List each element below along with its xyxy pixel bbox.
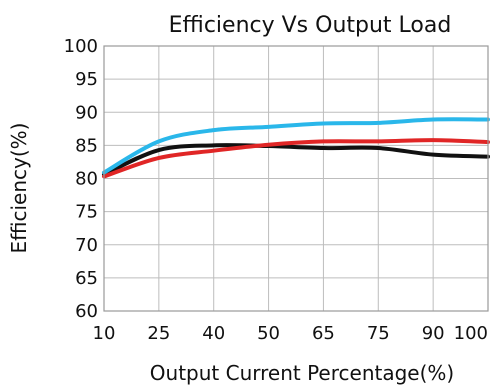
series-line-3 [102,117,490,175]
series-line-2 [102,138,490,179]
y-tick-label: 70 [75,235,98,256]
y-tick-label: 60 [75,301,98,322]
y-tick-label: 80 [75,169,98,190]
x-tick-label: 100 [454,323,488,344]
x-axis-label: Output Current Percentage(%) [150,361,454,385]
x-tick-label: 25 [147,323,170,344]
plot-frame [103,45,489,312]
y-tick-label: 90 [75,102,98,123]
y-tick-label: 65 [75,268,98,289]
gridlines [103,45,489,312]
series-line-1 [102,143,490,177]
y-tick-label: 100 [64,36,98,57]
y-tick-label: 85 [75,135,98,156]
x-tick-label: 75 [367,323,390,344]
y-tick-label: 75 [75,202,98,223]
y-tick-label: 95 [75,69,98,90]
x-tick-label: 50 [257,323,280,344]
x-tick-label: 10 [93,323,116,344]
y-axis-ticks: 60 65 70 75 80 85 90 95 100 [64,36,98,322]
x-tick-label: 40 [202,323,225,344]
x-axis-ticks: 10 25 40 50 65 75 90 100 [93,323,488,344]
x-tick-label: 90 [422,323,445,344]
y-axis-label: Efficiency(%) [7,123,31,254]
x-tick-label: 65 [312,323,335,344]
chart-title: Efficiency Vs Output Load [169,13,452,38]
series-lines [102,117,490,179]
